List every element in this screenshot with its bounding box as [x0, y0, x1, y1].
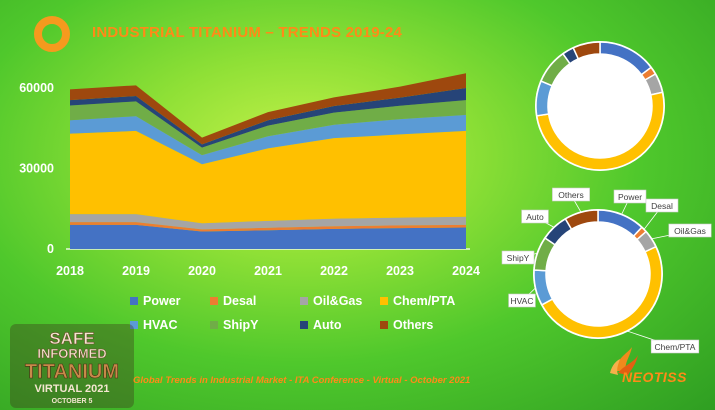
legend-item-others: Others [380, 318, 433, 332]
area-series-hvac [70, 114, 466, 165]
slice-label-box [668, 223, 712, 238]
legend-item-shipy: ShipY [210, 318, 258, 332]
slice-label: ShipY [507, 253, 530, 263]
legend-label: ShipY [223, 318, 259, 332]
slice-label-box [613, 189, 647, 204]
legend-label: Others [393, 318, 434, 332]
donut-hole [546, 222, 650, 326]
donut-hole [548, 54, 652, 158]
area-series-desal [70, 222, 466, 232]
neotiss-brand: NEOTISS [622, 369, 687, 385]
y-tick-label: 30000 [19, 162, 54, 176]
slice-label-box [521, 209, 549, 224]
x-tick-label: 2024 [452, 264, 480, 278]
donut-outline [533, 209, 663, 339]
legend-swatch [380, 297, 388, 305]
donut-slice-others [572, 41, 601, 60]
donut-outline [535, 41, 665, 171]
slice-label-box [501, 250, 535, 265]
legend-item-desal: Desal [210, 294, 256, 308]
slice-label-box [552, 187, 590, 202]
slice-label: Power [618, 192, 642, 202]
slice-label-box [650, 339, 700, 354]
x-tick-label: 2023 [386, 264, 414, 278]
area-series-oil-gas [70, 214, 466, 230]
neotiss-flame-icon [610, 347, 638, 375]
logo-line4: VIRTUAL 2021 [35, 383, 110, 395]
legend-label: Desal [223, 294, 257, 308]
logo-line1: SAFE [49, 329, 94, 348]
x-tick-label: 2021 [254, 264, 282, 278]
legend-label: Oil&Gas [313, 294, 363, 308]
x-tick-label: 2022 [320, 264, 348, 278]
safe-informed-titanium-logo: SAFE INFORMED TITANIUM VIRTUAL 2021 OCTO… [10, 324, 134, 408]
legend-swatch [300, 297, 308, 305]
legend-swatch [130, 297, 138, 305]
donut-center-label: 2024 [580, 267, 616, 284]
x-tick-label: 2019 [122, 264, 150, 278]
slice-label-box [645, 198, 679, 213]
slice-label: Auto [526, 212, 544, 222]
footer-caption: Global Trends in Industrial Market - ITA… [133, 375, 471, 386]
slice-label: HVAC [511, 296, 534, 306]
donut-chart-2019: 2019 [535, 41, 665, 171]
legend-swatch [300, 321, 308, 329]
area-series-power [70, 224, 466, 249]
area-series-auto [70, 88, 466, 148]
legend-item-power: Power [130, 294, 181, 308]
ring-logo-icon [34, 16, 70, 52]
slide-title: INDUSTRIAL TITANIUM – TRENDS 2019-24 [92, 24, 403, 41]
legend-swatch [380, 321, 388, 329]
slice-label-box [508, 293, 536, 308]
slice-label: Others [558, 190, 584, 200]
legend-label: HVAC [143, 318, 178, 332]
donut-chart-2024: Power Desal Oil&Gas Chem/PTA HVAC ShipY Auto Ot… [501, 187, 712, 354]
legend-item-chem-pta: Chem/PTA [380, 294, 455, 308]
legend-swatch [210, 321, 218, 329]
legend-label: Auto [313, 318, 342, 332]
stacked-area-chart: 0 30000 60000 2018 2019 2020 2021 2022 2023 2024 [19, 73, 480, 278]
legend-item-auto: Auto [300, 318, 341, 332]
x-tick-label: 2020 [188, 264, 216, 278]
legend-swatch [130, 321, 138, 329]
legend-item-hvac: HVAC [130, 318, 178, 332]
y-tick-label: 60000 [19, 81, 54, 95]
area-series-shipy [70, 100, 466, 156]
x-tick-label: 2018 [56, 264, 84, 278]
slice-label: Chem/PTA [655, 342, 696, 352]
slice-label: Desal [651, 201, 673, 211]
logo-line5: OCTOBER 5 [52, 398, 93, 405]
legend-item-oil-gas: Oil&Gas [300, 294, 362, 308]
logo-line2: INFORMED [37, 346, 106, 361]
y-tick-label: 0 [47, 242, 54, 256]
area-series-chem-pta [70, 130, 466, 224]
slice-label: Oil&Gas [674, 226, 706, 236]
donut-slice-others [564, 209, 599, 231]
legend-label: Chem/PTA [393, 294, 456, 308]
donut-center-label: 2019 [582, 99, 618, 116]
legend-label: Power [143, 294, 181, 308]
legend-swatch [210, 297, 218, 305]
logo-line3: TITANIUM [25, 361, 119, 383]
